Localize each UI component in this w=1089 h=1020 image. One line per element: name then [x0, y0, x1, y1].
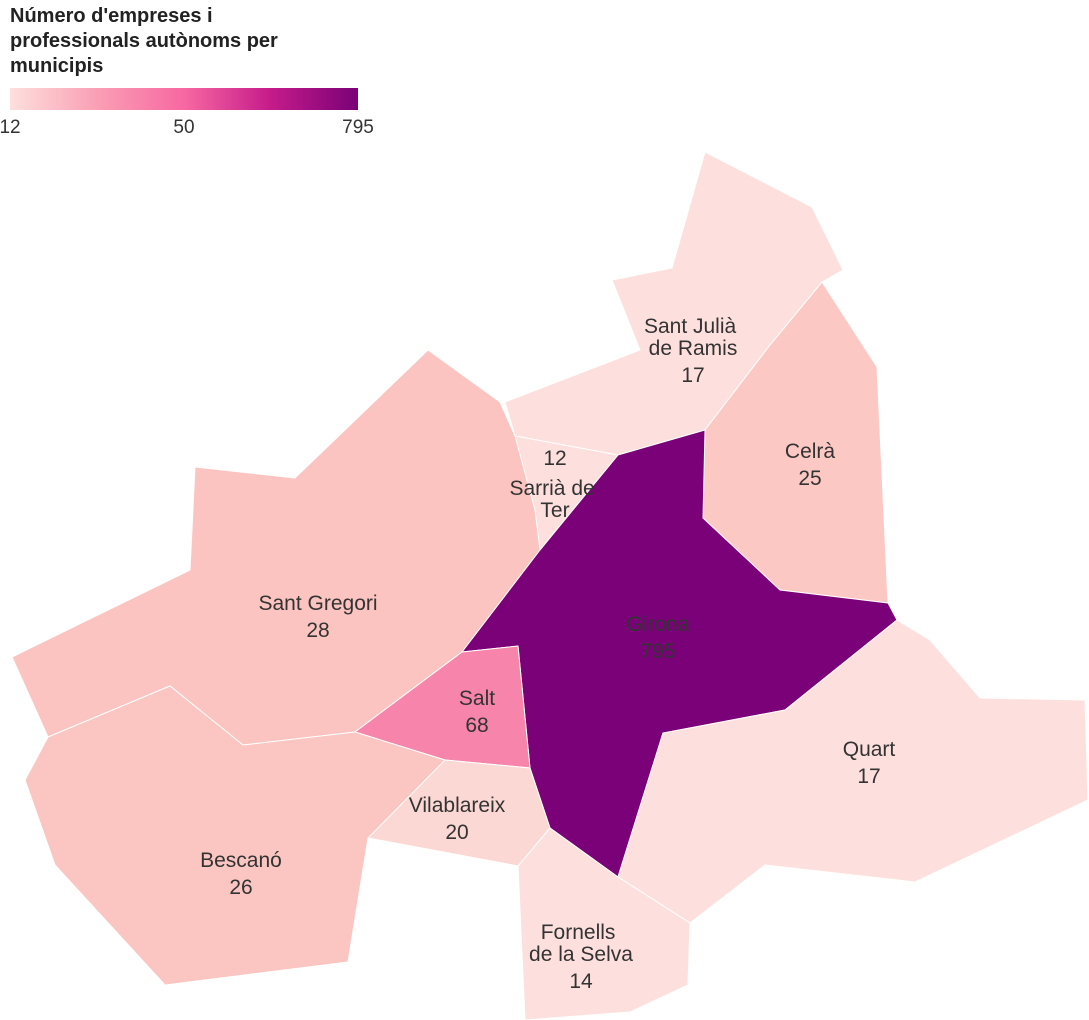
- region-name: Sarrià de Ter: [509, 477, 600, 522]
- region-name: Quart: [843, 738, 896, 761]
- region-value: 26: [229, 876, 252, 899]
- legend-tick-label: 12: [0, 117, 21, 138]
- region-name: Salt: [459, 687, 495, 710]
- region-name: Vilablareix: [409, 794, 506, 817]
- region-value: 25: [798, 467, 821, 490]
- region-name: Girona: [626, 613, 689, 636]
- region: [517, 827, 691, 1020]
- region-name: Sant Julià de Ramis: [644, 315, 742, 360]
- region: [24, 685, 446, 986]
- region-value: 20: [445, 821, 468, 844]
- regions: [11, 151, 1089, 1020]
- region-value: 17: [857, 765, 880, 788]
- region-value: 12: [543, 447, 566, 470]
- legend-tick-label: 50: [173, 117, 194, 138]
- legend-bar: [10, 88, 358, 110]
- region-name: Sant Gregori: [258, 592, 377, 615]
- region-value: 28: [306, 619, 329, 642]
- region-name: Fornells de la Selva: [529, 921, 633, 966]
- labels: Sant Julià de Ramis 17 Celrà 25 Sarrià de Te…: [200, 315, 895, 993]
- region-name: Celrà: [785, 440, 836, 463]
- region: [617, 619, 1089, 924]
- region-value: 68: [465, 714, 488, 737]
- map-title: Número d'empreses i professionals autòno…: [10, 5, 278, 77]
- legend-tick-label: 795: [342, 117, 374, 138]
- region-name: Bescanó: [200, 849, 282, 872]
- region-value: 17: [681, 364, 704, 387]
- region-value: 14: [569, 970, 593, 993]
- region-value: 795: [640, 640, 675, 663]
